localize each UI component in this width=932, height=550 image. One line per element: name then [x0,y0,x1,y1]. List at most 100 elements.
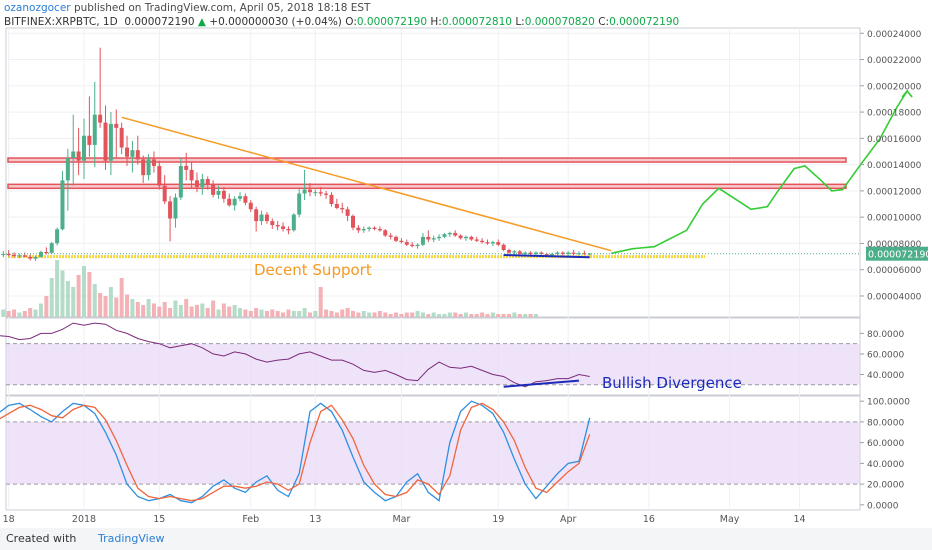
candle-body [146,159,151,176]
volume-bar [474,314,479,317]
y-tick-label: 0.0000 [867,501,899,511]
candle-body [200,179,205,187]
candle-body [377,228,382,231]
volume-bar [431,312,436,317]
volume-bar [49,278,54,317]
volume-bar [98,293,103,317]
volume-bar [82,266,86,317]
volume-bar [351,311,355,317]
volume-bar [458,314,463,317]
candle-body [560,252,565,254]
volume-bar [12,309,17,317]
x-tick-label: 14 [793,514,805,525]
candle-body [361,228,366,231]
volume-bar [270,309,275,317]
volume-bar [485,314,490,317]
candle-body [151,159,156,166]
y-tick-label: 60.0000 [867,350,904,360]
candle-body [533,252,538,254]
candle-body [275,225,280,227]
volume-bar [275,311,280,317]
y-tick-label: 0.00022000 [867,56,922,66]
candle-body [205,179,210,185]
candle-body [340,207,345,210]
trendline [121,116,612,252]
volume-bar [356,312,361,317]
candle-body [22,255,27,257]
x-tick-label: 15 [153,514,165,525]
candle-body [254,209,259,222]
trading-chart[interactable]: Decent Support 0.000072190 Bullish Diverge… [0,0,932,528]
y-tick-label: 0.00008000 [867,240,922,250]
candle-body [173,197,178,219]
volume-bar [383,312,388,317]
rsi-line [0,322,590,388]
volume-bar [334,312,339,317]
volume-bar [496,314,501,317]
candle-body [12,254,17,257]
open-label: O: [345,16,357,28]
volume-bar [216,309,221,317]
candle-body [496,242,501,245]
volume-bar [38,303,43,317]
candle-body [372,227,377,229]
candle-body [426,236,431,240]
volume-bar [33,309,38,317]
tradingview-logo[interactable]: TradingView [98,532,165,545]
candle-body [87,135,92,145]
volume-bar [415,311,420,317]
x-tick-label: Apr [560,514,577,525]
volume-bar [404,312,409,317]
y-tick-label: 0.00006000 [867,266,922,276]
candle-body [119,127,124,148]
volume-bar [372,312,377,317]
price-divergence-line [503,253,590,259]
volume-bar [65,281,70,317]
author-link[interactable]: ozanozgocer [4,2,71,14]
current-price-label: 0.000072190 [868,250,931,261]
candle-body [587,253,592,255]
y-tick-label: 0.00014000 [867,161,922,171]
volume-bar [410,312,415,317]
candle-body [501,244,506,251]
volume-bar [437,314,442,317]
y-tick-label: 40.0000 [867,371,904,381]
candle-body [168,201,173,219]
candle-body [82,135,86,161]
candle-body [60,180,65,230]
volume-bar [490,312,495,317]
volume-bar [151,303,156,317]
volume-bar [221,303,226,317]
candle-body [184,165,189,170]
candle-body [458,235,463,239]
volume-bar [533,314,538,317]
y-tick-label: 0.00018000 [867,109,922,119]
symbol-label: BITFINEX:XRPBTC, 1D [4,16,118,28]
stoch-line-k [0,400,591,504]
y-tick-label: 0.00016000 [867,135,922,145]
volume-bar [426,314,431,317]
volume-bar [501,314,506,317]
y-tick-label: 60.0000 [867,439,904,449]
candle-body [286,228,291,231]
x-tick-label: 19 [492,514,504,525]
candle-body [490,242,495,244]
candle-body [76,151,81,161]
candle-body [49,243,54,253]
price-change: +0.000000030 (+0.04%) [209,16,342,28]
candle-body [92,114,97,145]
volume-bar [130,299,135,317]
pane-frame-1 [5,27,861,318]
x-tick-label: 13 [309,514,321,525]
volume-bar [87,272,92,317]
volume-bar [92,284,97,317]
candle-body [345,209,350,216]
candle-body [243,196,248,203]
volume-bar [189,306,194,317]
x-tick-label: 16 [643,514,655,525]
candle-body [302,189,307,194]
y-tick-label: 0.00004000 [867,292,922,302]
volume-bar [6,311,11,317]
candle-body [103,122,108,161]
y-tick-label: 100.0000 [867,398,910,408]
